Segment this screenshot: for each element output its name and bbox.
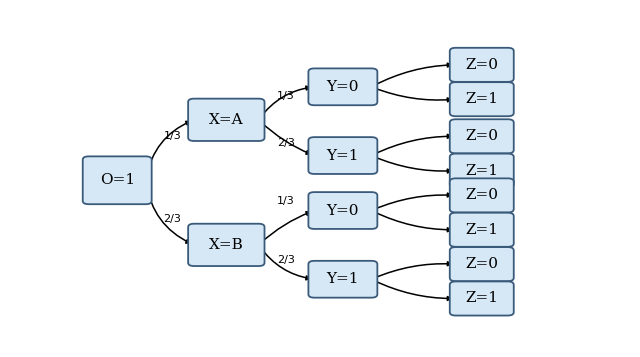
- Text: Z=1: Z=1: [465, 223, 499, 237]
- FancyBboxPatch shape: [308, 261, 378, 298]
- Text: Y=1: Y=1: [326, 272, 359, 286]
- FancyArrowPatch shape: [374, 281, 451, 301]
- FancyBboxPatch shape: [308, 69, 378, 105]
- Text: 1/3: 1/3: [277, 91, 294, 101]
- Text: Z=1: Z=1: [465, 291, 499, 306]
- FancyBboxPatch shape: [308, 192, 378, 229]
- Text: X=A: X=A: [209, 113, 244, 127]
- Text: 1/3: 1/3: [163, 131, 181, 141]
- Text: 2/3: 2/3: [277, 138, 295, 148]
- FancyArrowPatch shape: [260, 86, 310, 117]
- FancyBboxPatch shape: [450, 82, 514, 116]
- Text: Z=0: Z=0: [465, 58, 499, 72]
- FancyBboxPatch shape: [450, 154, 514, 188]
- Text: Y=0: Y=0: [326, 80, 359, 94]
- Text: O=1: O=1: [100, 173, 135, 187]
- FancyArrowPatch shape: [260, 247, 310, 280]
- FancyArrowPatch shape: [374, 63, 451, 86]
- Text: Z=0: Z=0: [465, 188, 499, 202]
- FancyArrowPatch shape: [374, 262, 451, 278]
- FancyBboxPatch shape: [308, 137, 378, 174]
- Text: Y=1: Y=1: [326, 149, 359, 162]
- FancyArrowPatch shape: [374, 212, 451, 232]
- FancyArrowPatch shape: [260, 122, 310, 154]
- Text: Z=1: Z=1: [465, 92, 499, 106]
- FancyBboxPatch shape: [83, 156, 152, 204]
- Text: Z=0: Z=0: [465, 129, 499, 143]
- FancyArrowPatch shape: [374, 88, 451, 102]
- FancyBboxPatch shape: [450, 48, 514, 82]
- FancyArrowPatch shape: [374, 157, 451, 173]
- FancyBboxPatch shape: [188, 99, 264, 141]
- FancyBboxPatch shape: [450, 281, 514, 316]
- Text: 2/3: 2/3: [163, 214, 181, 224]
- FancyBboxPatch shape: [450, 119, 514, 154]
- FancyBboxPatch shape: [450, 178, 514, 212]
- FancyArrowPatch shape: [374, 134, 451, 154]
- FancyArrowPatch shape: [146, 121, 190, 177]
- Text: 2/3: 2/3: [277, 255, 295, 265]
- Text: Z=1: Z=1: [465, 164, 499, 178]
- FancyArrowPatch shape: [260, 212, 310, 243]
- FancyArrowPatch shape: [146, 183, 190, 243]
- Text: Y=0: Y=0: [326, 203, 359, 217]
- FancyBboxPatch shape: [188, 224, 264, 266]
- Text: 1/3: 1/3: [277, 196, 294, 206]
- FancyArrowPatch shape: [374, 193, 451, 210]
- FancyBboxPatch shape: [450, 213, 514, 247]
- Text: Z=0: Z=0: [465, 257, 499, 271]
- FancyBboxPatch shape: [450, 247, 514, 281]
- Text: X=B: X=B: [209, 238, 244, 252]
